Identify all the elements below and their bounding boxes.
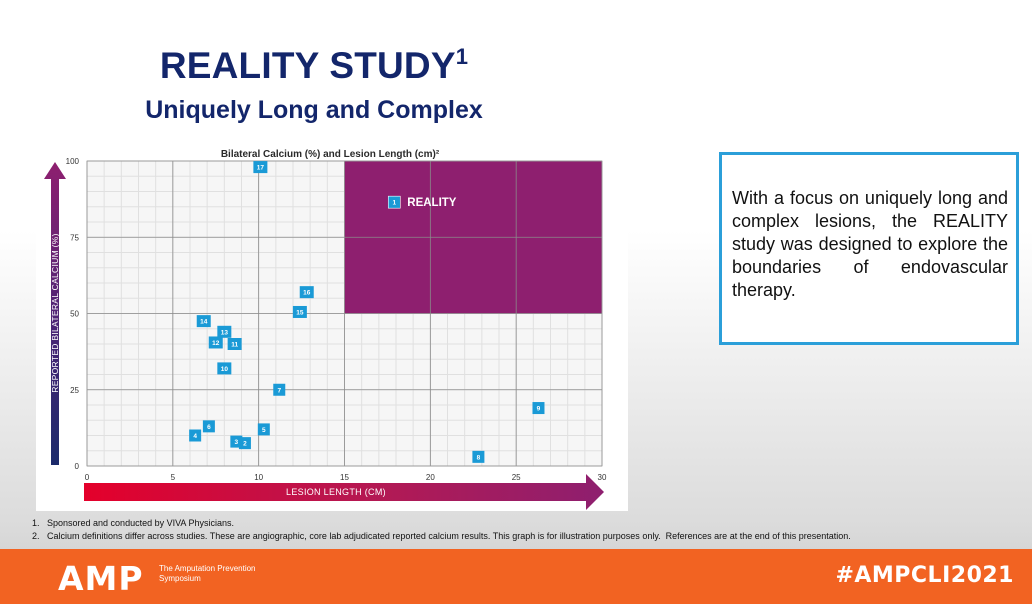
- data-point: 9: [532, 402, 545, 415]
- data-point-label: 3: [235, 439, 239, 446]
- data-point-label: 5: [262, 427, 266, 434]
- x-tick-label: 10: [254, 473, 263, 482]
- data-point-marker: [217, 325, 232, 338]
- amp-tagline: The Amputation Prevention Symposium: [159, 564, 256, 584]
- data-point: 6: [202, 420, 215, 433]
- data-point-marker: [189, 429, 202, 442]
- data-point-marker: [202, 420, 215, 433]
- data-point: 3: [230, 435, 243, 448]
- event-hashtag: #AMPCLI2021: [835, 563, 1014, 588]
- footnotes: 1. Sponsored and conducted by VIVA Physi…: [32, 517, 1022, 543]
- x-axis-arrow: [84, 474, 604, 510]
- data-point-label: 11: [231, 342, 238, 349]
- x-axis-label: LESION LENGTH (CM): [286, 487, 386, 497]
- data-point-label: 4: [193, 433, 197, 440]
- data-point-marker: [472, 450, 485, 463]
- plot-border: [86, 160, 603, 467]
- data-point-label: 10: [221, 366, 229, 373]
- data-point-label: 13: [221, 329, 229, 336]
- data-point-label: 17: [257, 165, 265, 172]
- x-tick-label: 15: [340, 473, 349, 482]
- amp-logo: AMP: [58, 559, 144, 598]
- slide-subtitle: Uniquely Long and Complex: [145, 96, 483, 124]
- reality-marker-number: 1: [392, 200, 396, 207]
- data-point: 8: [472, 450, 485, 463]
- data-point-marker: [208, 336, 223, 349]
- data-point-label: 2: [243, 441, 247, 448]
- slide-title: REALITY STUDY1: [0, 44, 628, 87]
- y-axis-label: REPORTED BILATERAL CALCIUM (%): [50, 233, 60, 393]
- data-point-marker: [257, 423, 270, 436]
- data-point: 17: [253, 161, 268, 174]
- data-point-marker: [196, 315, 211, 328]
- data-point-marker: [532, 402, 545, 415]
- data-point: 11: [227, 338, 242, 350]
- y-tick-label: 75: [70, 233, 79, 242]
- y-axis-arrow: [44, 162, 66, 465]
- y-tick-label: 0: [75, 462, 80, 471]
- data-point-label: 8: [477, 454, 481, 461]
- data-point: 12: [208, 336, 223, 349]
- data-point-marker: [299, 286, 314, 299]
- x-tick-label: 20: [426, 473, 435, 482]
- data-point-marker: [230, 435, 243, 448]
- data-point-marker: [227, 338, 242, 350]
- x-tick-label: 25: [512, 473, 521, 482]
- data-point-label: 14: [200, 319, 208, 326]
- callout-box: With a focus on uniquely long and comple…: [719, 152, 1019, 345]
- data-point: 14: [196, 315, 211, 328]
- data-point: 15: [292, 305, 307, 318]
- reality-marker: [387, 195, 401, 209]
- data-point: 5: [257, 423, 270, 436]
- x-tick-label: 5: [171, 473, 176, 482]
- data-point-label: 16: [303, 290, 311, 297]
- data-point-label: 6: [207, 424, 211, 431]
- footnote-2: 2. Calcium definitions differ across stu…: [32, 531, 851, 541]
- footer-bar: AMP The Amputation Prevention Symposium …: [0, 549, 1032, 604]
- chart-title: Bilateral Calcium (%) and Lesion Length …: [221, 149, 440, 160]
- data-point: 4: [189, 429, 202, 442]
- data-point: 13: [217, 325, 232, 338]
- footnote-1: 1. Sponsored and conducted by VIVA Physi…: [32, 518, 234, 528]
- data-point: 16: [299, 286, 314, 299]
- data-point-label: 9: [537, 406, 541, 413]
- reality-marker-group: 1 REALITY: [387, 195, 457, 209]
- data-point: 7: [273, 383, 286, 396]
- data-point-marker: [217, 362, 232, 375]
- y-tick-label: 25: [70, 386, 79, 395]
- major-gridlines: [86, 160, 603, 467]
- slide-title-text: REALITY STUDY: [159, 45, 456, 86]
- data-point-marker: [253, 161, 268, 174]
- data-point: 10: [217, 362, 232, 375]
- chart-panel: 0 5 10 15 20 25 30 0 25 50 75 100 REPORTED BILATERAL…: [36, 143, 628, 511]
- callout-text: With a focus on uniquely long and comple…: [732, 188, 1008, 300]
- amp-tagline-line-2: Symposium: [159, 574, 201, 583]
- y-tick-label: 50: [70, 310, 79, 319]
- y-tick-label: 100: [66, 157, 80, 166]
- amp-tagline-line-1: The Amputation Prevention: [159, 564, 256, 573]
- title-superscript: 1: [455, 44, 469, 69]
- data-point-marker: [292, 305, 307, 318]
- reality-region-label: REALITY: [407, 197, 457, 209]
- data-point-label: 12: [212, 340, 220, 347]
- data-point-label: 7: [277, 387, 281, 394]
- x-tick-label: 0: [85, 473, 90, 482]
- x-tick-label: 30: [598, 473, 607, 482]
- data-point-marker: [273, 383, 286, 396]
- data-point-label: 15: [296, 309, 304, 316]
